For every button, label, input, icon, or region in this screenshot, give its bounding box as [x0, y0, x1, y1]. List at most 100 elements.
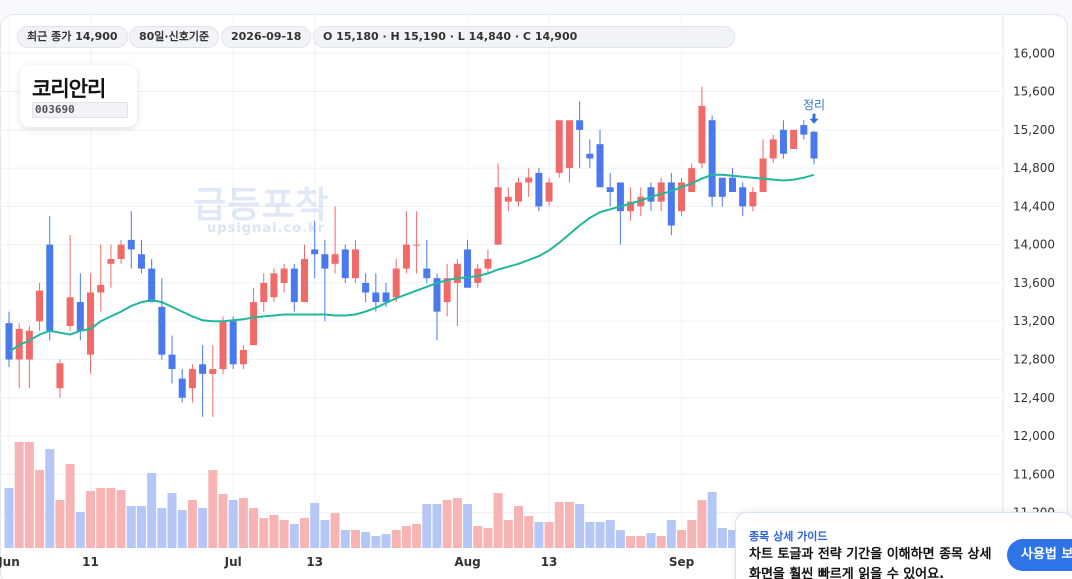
candle-body: [698, 105, 706, 164]
volume-bar: [595, 522, 605, 548]
x-tick-label: Aug: [454, 555, 480, 569]
candle-body: [5, 323, 13, 360]
volume-bar: [677, 530, 687, 548]
volume-bar: [86, 491, 96, 548]
volume-bar: [412, 524, 422, 548]
volume-bar: [45, 449, 55, 548]
candle-body: [229, 321, 237, 365]
volume-bar: [361, 532, 371, 548]
candle-body: [535, 172, 543, 207]
volume-bar: [65, 464, 75, 548]
candle-body: [209, 369, 217, 374]
x-tick-label: Sep: [669, 555, 695, 569]
candle-body: [810, 131, 818, 159]
volume-bar: [483, 528, 493, 548]
candle-body: [484, 259, 492, 269]
candle-body: [800, 125, 808, 135]
candle-body: [311, 249, 319, 255]
candle-body: [494, 187, 502, 245]
volume-bar: [320, 520, 330, 548]
volume-bar: [249, 508, 259, 548]
volume-bar: [330, 513, 340, 548]
candle-body: [280, 268, 288, 283]
volume-bar: [24, 442, 34, 548]
volume-bar: [554, 502, 564, 548]
candle-body: [260, 282, 268, 303]
candle-body: [239, 349, 247, 365]
x-tick-label: 13: [306, 555, 323, 569]
candle-body: [718, 177, 726, 197]
volume-bar: [238, 498, 248, 548]
volume-bar: [198, 508, 208, 548]
y-tick-label: 12,800: [1013, 352, 1055, 366]
volume-bar: [646, 533, 656, 548]
annotation-arrow: [809, 113, 819, 124]
volume-bar: [106, 488, 116, 548]
volume-bar: [697, 500, 707, 548]
candle-body: [739, 187, 747, 207]
candle-body: [290, 268, 298, 303]
candle-body: [66, 297, 74, 326]
chip-period[interactable]: 80일·신호기준: [129, 26, 220, 48]
y-tick-label: 14,400: [1013, 199, 1055, 213]
volume-bar: [116, 490, 126, 548]
candle-body: [199, 364, 207, 374]
candle-body: [413, 244, 421, 246]
candle-body: [321, 254, 329, 269]
volume-bar: [187, 500, 197, 548]
volume-bar: [126, 506, 136, 548]
guide-button[interactable]: 사용법 보기: [1007, 539, 1072, 571]
volume-bar: [4, 488, 14, 548]
volume-bar: [289, 524, 299, 548]
x-tick-label: 11: [82, 555, 99, 569]
volume-bar: [717, 528, 727, 548]
candle-body: [688, 168, 696, 193]
candle-body: [331, 254, 339, 264]
candle-body: [616, 182, 624, 212]
volume-bar: [575, 504, 585, 548]
volume-bar: [350, 530, 360, 548]
candle-body: [362, 282, 370, 293]
volume-bar: [136, 506, 146, 548]
candle-body: [515, 182, 522, 202]
candle-body: [372, 292, 380, 303]
volume-bar: [626, 536, 636, 548]
candle-body: [168, 354, 176, 370]
candle-body: [453, 263, 461, 283]
stock-code: 003690: [32, 102, 128, 118]
y-tick-label: 11,600: [1013, 467, 1055, 481]
candle-body: [728, 177, 736, 193]
volume-bar: [300, 518, 310, 548]
guide-body: 차트 토글과 전략 기간을 이해하면 종목 상세 화면을 훨씬 빠르게 읽을 수…: [749, 547, 992, 579]
candle-body: [708, 120, 716, 197]
candle-body: [769, 139, 777, 159]
candle-body: [433, 278, 441, 312]
volume-bar: [473, 526, 483, 548]
volume-bar: [656, 536, 666, 548]
x-tick-label: Jun: [0, 555, 20, 569]
candle-body: [97, 284, 105, 293]
candle-body: [250, 302, 258, 346]
candle-body: [576, 120, 584, 130]
candle-body: [749, 192, 757, 207]
candle-body: [606, 187, 614, 193]
candle-body: [188, 369, 196, 389]
volume-bar: [167, 493, 177, 548]
chip-date: 2026-09-18: [221, 26, 312, 48]
chip-close: 최근 종가 14,900: [17, 26, 128, 48]
stock-name: 코리안리: [32, 77, 106, 101]
candle-body: [382, 292, 390, 303]
candle-body: [25, 330, 33, 360]
candle-body: [87, 292, 95, 355]
volume-bar: [269, 515, 279, 548]
candle-body: [504, 196, 512, 202]
volume-bar: [75, 512, 85, 548]
candle-body: [76, 302, 84, 331]
candle-body: [779, 129, 787, 154]
candle-body: [667, 182, 675, 226]
candle-body: [545, 182, 553, 202]
volume-bar: [615, 530, 625, 548]
